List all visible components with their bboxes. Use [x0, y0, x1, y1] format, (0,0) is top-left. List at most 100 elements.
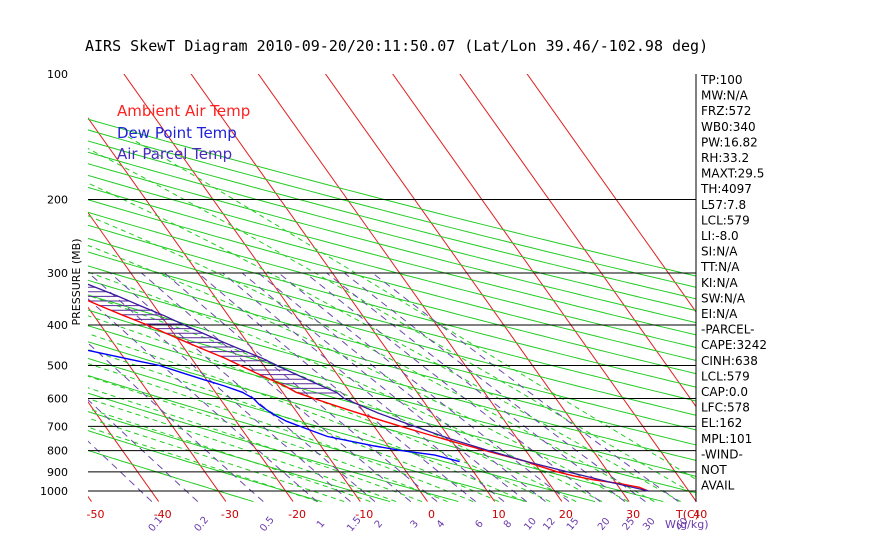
stats-line: FRZ:572: [701, 104, 751, 118]
x-axis-unit-label: T(C): [675, 508, 699, 521]
mixing-ratio-tick-label: 0.2: [192, 515, 211, 534]
isotherm-line: [88, 401, 160, 502]
pressure-tick-label: 600: [47, 392, 68, 405]
stats-line: MW:N/A: [701, 89, 749, 103]
isobars: [88, 74, 697, 502]
chart-title: AIRS SkewT Diagram 2010-09-20/20:11:50.0…: [85, 37, 708, 55]
pressure-tick-label: 1000: [40, 485, 68, 498]
mixing-ratio-line: [258, 272, 546, 502]
stats-line: EL:162: [701, 416, 742, 430]
stats-line: CAP:0.0: [701, 385, 748, 399]
dry-adiabat-line: [88, 224, 696, 388]
stats-line: RH:33.2: [701, 151, 749, 165]
legend: Ambient Air Temp Dew Point Temp Air Parc…: [117, 102, 250, 163]
profile-series: [88, 283, 649, 492]
bottom-temp-tick-label: -50: [87, 508, 105, 521]
stats-line: TH:4097: [700, 182, 752, 196]
stats-line: LFC:578: [701, 401, 750, 415]
mixing-ratio-tick-label: 1: [315, 518, 328, 530]
stats-line: NOT: [701, 463, 727, 477]
mixing-ratio-unit-label: W(g/kg): [665, 518, 709, 531]
stats-line: -PARCEL-: [701, 323, 755, 337]
stats-line: MPL:101: [701, 432, 752, 446]
mixing-ratio-tick-label: 6: [473, 518, 486, 530]
dry-adiabat-line: [88, 237, 696, 402]
moist-adiabat-line: [88, 417, 345, 502]
moist-adiabat-line: [88, 315, 551, 502]
stats-line: KI:N/A: [701, 276, 738, 290]
stats-line: PW:16.82: [701, 135, 758, 149]
dry-adiabat-line: [88, 174, 696, 336]
stats-line: TP:100: [700, 73, 743, 87]
bottom-temp-tick-label: -40: [154, 508, 172, 521]
legend-ambient: Ambient Air Temp: [117, 102, 250, 120]
bottom-temp-tick-label: -30: [221, 508, 239, 521]
isotherm-line: [526, 74, 696, 313]
dry-adiabat-line: [88, 163, 696, 324]
stats-line: AVAIL: [701, 479, 735, 493]
dry-adiabat-line: [88, 151, 696, 312]
pressure-tick-label: 100: [47, 68, 68, 81]
isotherm-line: [392, 74, 696, 502]
isotherm-line: [459, 74, 696, 408]
mixing-ratio-tick-label: 8: [502, 518, 515, 530]
mixing-ratio-line: [141, 272, 412, 502]
series-line-parcel: [88, 283, 649, 492]
mixing-ratio-line: [343, 272, 646, 502]
moist-adiabat-line: [88, 271, 603, 502]
mixing-ratio-line: [222, 272, 505, 502]
legend-parcel: Air Parcel Temp: [117, 145, 232, 163]
isotherm-line: [88, 117, 361, 502]
dry-adiabat-line: [88, 211, 696, 375]
moist-adiabat-line: [88, 348, 500, 502]
bottom-temp-tick-label: -20: [288, 508, 306, 521]
dry-adiabat-line: [88, 265, 696, 431]
dry-adiabat-line: [88, 129, 696, 288]
bottom-temp-tick-label: -10: [355, 508, 373, 521]
dry-adiabat-line: [88, 251, 696, 416]
mixing-ratio-line: [305, 272, 601, 502]
pressure-tick-label: 800: [47, 445, 68, 458]
bottom-temp-tick-label: 40: [693, 508, 707, 521]
pressure-tick-label: 300: [47, 267, 68, 280]
pressure-tick-label: 500: [47, 359, 68, 372]
stats-line: LCL:579: [701, 369, 750, 383]
isotherm-line: [88, 306, 227, 502]
stats-line: WB0:340: [701, 120, 756, 134]
mixing-ratio-tick-label: 0.5: [258, 515, 277, 534]
moist-adiabat-line: [88, 398, 397, 502]
stats-line: L57:7.8: [701, 198, 746, 212]
cape-hatch: [88, 286, 338, 394]
mixing-ratio-tick-label: 2: [373, 518, 386, 530]
stats-line: SI:N/A: [701, 245, 738, 259]
isotherm-line: [324, 74, 630, 502]
stats-line: TT:N/A: [700, 260, 740, 274]
mixing-ratio-line: [241, 272, 527, 502]
dry-adiabat-line: [88, 199, 696, 361]
moist-adiabat-line: [88, 426, 319, 502]
stats-line: CINH:638: [701, 354, 758, 368]
mixing-ratio-line: [88, 399, 199, 502]
isotherm-line: [88, 211, 294, 502]
mixing-ratio-line: [88, 272, 351, 502]
mixing-ratio-tick-label: 30: [641, 516, 658, 533]
pressure-tick-label: 400: [47, 319, 68, 332]
dry-adiabat-line: [88, 294, 696, 461]
series-line-dewpoint: [88, 349, 460, 463]
pressure-tick-label: 700: [47, 420, 68, 433]
stats-line: MAXT:29.5: [701, 167, 764, 181]
legend-dewpoint: Dew Point Temp: [117, 124, 237, 142]
moist-adiabat-line: [88, 215, 655, 502]
isotherm-line: [0, 65, 24, 502]
mixing-ratio-line: [278, 272, 570, 502]
mixing-ratio-line: [109, 272, 376, 502]
mixing-ratio-tick-label: 12: [541, 516, 558, 533]
dry-adiabat-line: [88, 186, 696, 349]
pressure-tick-label: 200: [47, 194, 68, 207]
moist-adiabat-line: [88, 147, 696, 496]
y-axis-label: PRESSURE (MB): [70, 239, 83, 326]
mixing-ratio-tick-label: 3: [409, 518, 422, 530]
stats-line: CAPE:3242: [701, 338, 767, 352]
